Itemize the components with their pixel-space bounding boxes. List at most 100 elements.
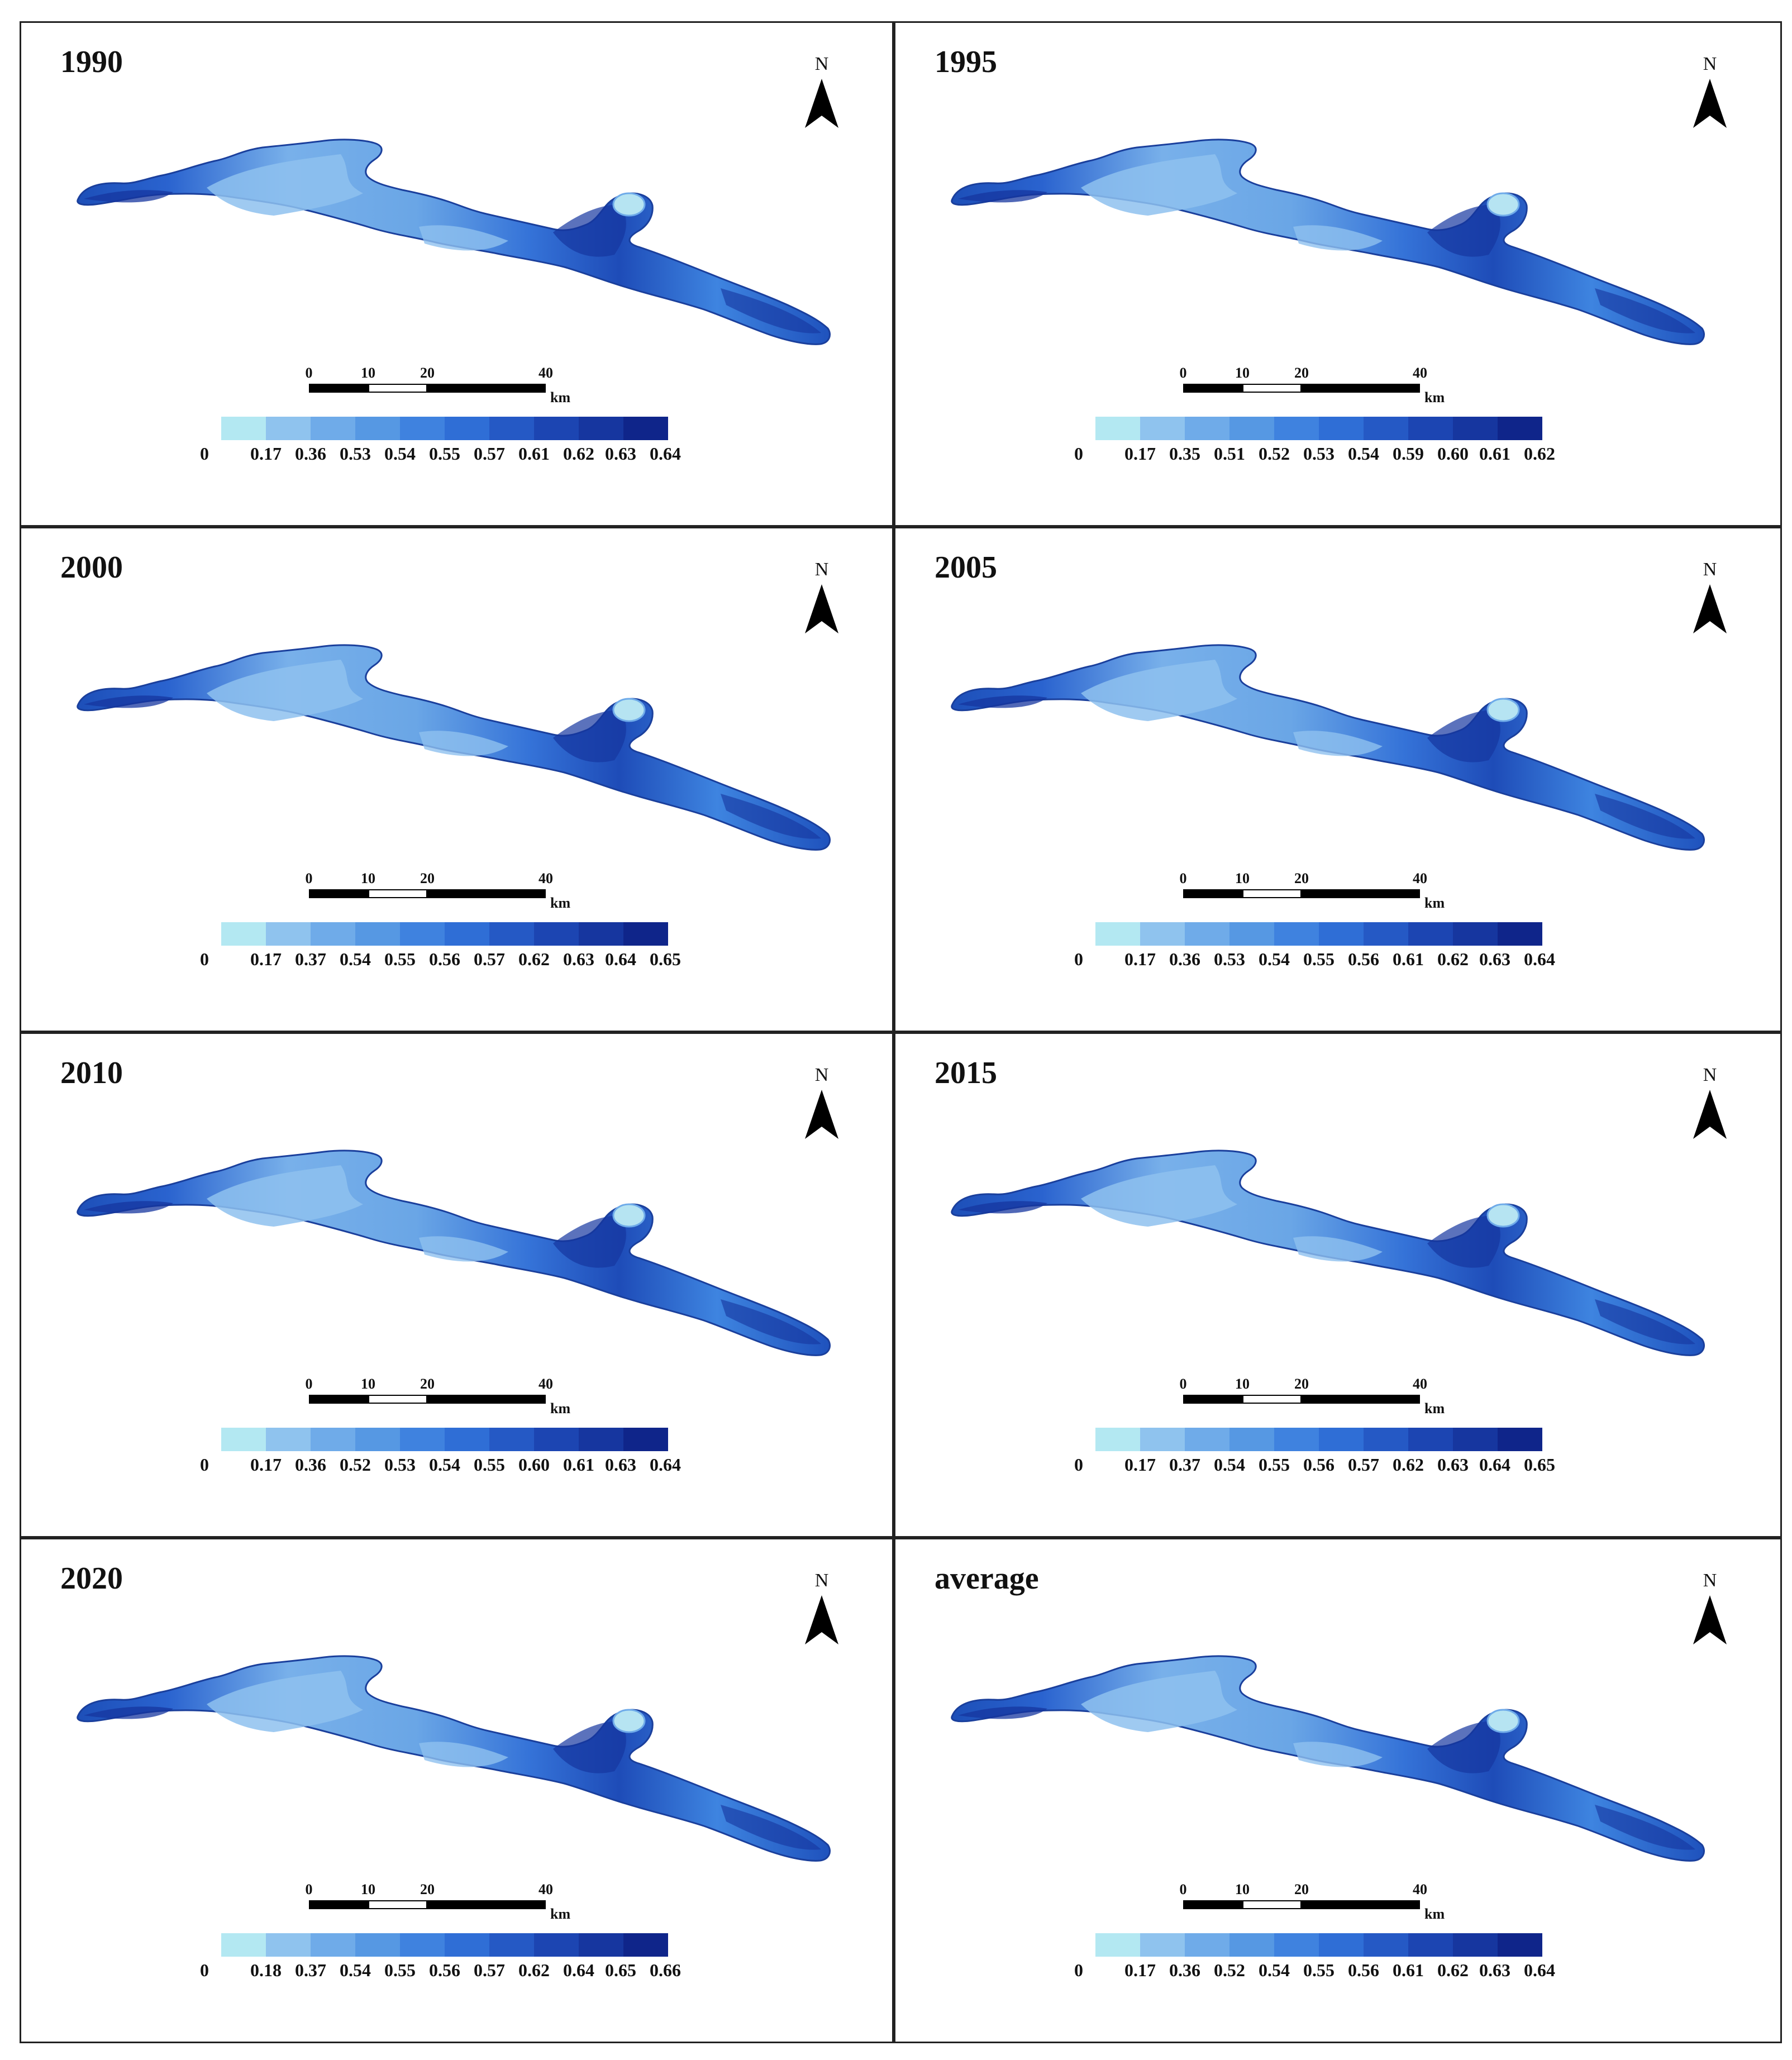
lake-zone xyxy=(612,1709,646,1733)
light-zone xyxy=(1081,1165,1237,1227)
dark-zone xyxy=(1595,288,1695,333)
scale-bar-segment xyxy=(1242,384,1302,393)
legend-label: 0.36 xyxy=(1169,1960,1200,1980)
legend-swatch xyxy=(623,1428,668,1451)
dark-zone xyxy=(553,1721,626,1773)
legend-swatches xyxy=(1095,1428,1542,1451)
scale-bar-segment xyxy=(1183,1395,1242,1404)
light-zone xyxy=(419,731,508,756)
study-area-map xyxy=(951,139,1705,345)
legend-swatch xyxy=(1185,922,1229,946)
lake-zone xyxy=(1486,192,1520,217)
lake-zone xyxy=(1486,1709,1520,1733)
legend-label: 0.17 xyxy=(1124,1455,1156,1475)
scale-bar-segment xyxy=(368,1900,427,1909)
scale-tick-label: 20 xyxy=(1294,365,1309,381)
legend-swatch xyxy=(1408,1428,1453,1451)
legend-label: 0.61 xyxy=(1479,444,1510,464)
scale-bar-segment xyxy=(1242,1395,1302,1404)
legend-label: 0.54 xyxy=(384,444,416,464)
legend-swatch xyxy=(311,1428,355,1451)
color-legend: 0 0.18 0.37 0.54 0.55 0.56 0.57 0.62 0.64 0.65 0.6… xyxy=(199,1933,690,1983)
legend-label: 0.63 xyxy=(1479,1960,1510,1980)
legend-label: 0.57 xyxy=(1348,1455,1379,1475)
legend-swatch xyxy=(311,922,355,946)
color-legend: 0 0.17 0.37 0.54 0.55 0.56 0.57 0.62 0.63 0.64 0.6… xyxy=(199,922,690,972)
dark-zone xyxy=(958,190,1047,203)
scale-tick-label: 20 xyxy=(1294,870,1309,886)
light-zone xyxy=(1081,660,1237,721)
scale-unit: km xyxy=(550,895,571,911)
legend-swatch xyxy=(445,417,489,440)
legend-swatch xyxy=(266,1933,311,1957)
legend-swatch xyxy=(1319,1428,1364,1451)
north-arrow-icon xyxy=(805,79,838,128)
study-area-map xyxy=(951,1150,1705,1356)
north-label: N xyxy=(1703,1570,1717,1591)
north-arrow-icon xyxy=(1693,1595,1727,1644)
legend-swatch xyxy=(1453,417,1498,440)
scale-tick-label: 40 xyxy=(538,365,553,381)
legend-label: 0 xyxy=(1074,1960,1083,1980)
legend-label: 0 xyxy=(1074,1455,1083,1475)
legend-label: 0 xyxy=(1074,444,1083,464)
color-legend: 0 0.17 0.36 0.53 0.54 0.55 0.57 0.61 0.62 0.63 0.6… xyxy=(199,417,690,467)
legend-swatch xyxy=(579,417,623,440)
scale-tick-label: 0 xyxy=(305,870,313,886)
scale-unit: km xyxy=(550,1906,571,1922)
scale-tick-label: 0 xyxy=(1179,1376,1187,1392)
study-area-map xyxy=(77,644,831,851)
north-arrow: N xyxy=(799,1570,844,1646)
legend-label: 0.54 xyxy=(1214,1455,1245,1475)
light-zone xyxy=(207,1671,363,1732)
legend-label: 0.62 xyxy=(1437,1960,1469,1980)
legend-label: 0.54 xyxy=(1348,444,1379,464)
scale-bar: 0 10 20 40 km xyxy=(1179,1376,1474,1417)
legend-label: 0.61 xyxy=(1393,1960,1424,1980)
panel-title: 2000 xyxy=(60,550,123,585)
legend-label: 0.62 xyxy=(518,949,550,969)
legend-label: 0 xyxy=(200,949,209,969)
legend-label: 0 xyxy=(200,1455,209,1475)
light-zone xyxy=(207,154,363,216)
dark-zone xyxy=(1427,204,1500,257)
legend-label: 0.37 xyxy=(295,1960,326,1980)
scale-tick-label: 0 xyxy=(305,1376,313,1392)
legend-label: 0.57 xyxy=(474,1960,505,1980)
legend-labels: 0 0.17 0.35 0.51 0.52 0.53 0.54 0.59 0.60 0.61 0.6… xyxy=(1073,444,1565,466)
light-zone xyxy=(1293,1236,1383,1262)
scale-bar-segment xyxy=(427,1395,546,1404)
dark-zone xyxy=(1427,1215,1500,1268)
legend-label: 0.65 xyxy=(1524,1455,1555,1475)
legend-label: 0.53 xyxy=(340,444,371,464)
dark-zone xyxy=(84,1201,173,1214)
legend-swatch xyxy=(579,922,623,946)
legend-label: 0.53 xyxy=(1303,444,1335,464)
scale-bar-segment xyxy=(1242,889,1302,898)
legend-swatch xyxy=(1229,1933,1274,1957)
dark-zone xyxy=(1595,1805,1695,1850)
legend-swatch xyxy=(266,922,311,946)
dark-zone xyxy=(84,190,173,203)
scale-bar-segment xyxy=(427,384,546,393)
legend-label: 0.62 xyxy=(1524,444,1555,464)
legend-label: 0.63 xyxy=(605,1455,636,1475)
north-arrow: N xyxy=(1688,1064,1732,1140)
light-zone xyxy=(207,660,363,721)
color-legend: 0 0.17 0.37 0.54 0.55 0.56 0.57 0.62 0.63 0.64 0.6… xyxy=(1073,1428,1565,1478)
dark-zone xyxy=(84,695,173,708)
scale-tick-label: 10 xyxy=(361,1881,375,1897)
legend-labels: 0 0.17 0.37 0.54 0.55 0.56 0.57 0.62 0.63 0.64 0.6… xyxy=(1073,1455,1565,1477)
map-panel-2010: 2010 N 0 10 20 40 km 0 0.17 0.36 0.52 0.53 0.54 0.55 0… xyxy=(20,1032,894,1538)
lake-zone xyxy=(1486,698,1520,722)
legend-swatches xyxy=(1095,1933,1542,1957)
scale-tick-label: 20 xyxy=(420,1881,435,1897)
legend-swatch xyxy=(400,417,445,440)
legend-label: 0.64 xyxy=(563,1960,594,1980)
legend-label: 0.54 xyxy=(429,1455,460,1475)
legend-label: 0.18 xyxy=(250,1960,282,1980)
legend-label: 0.64 xyxy=(650,1455,681,1475)
legend-swatch xyxy=(1319,1933,1364,1957)
scale-tick-label: 40 xyxy=(1413,365,1427,381)
